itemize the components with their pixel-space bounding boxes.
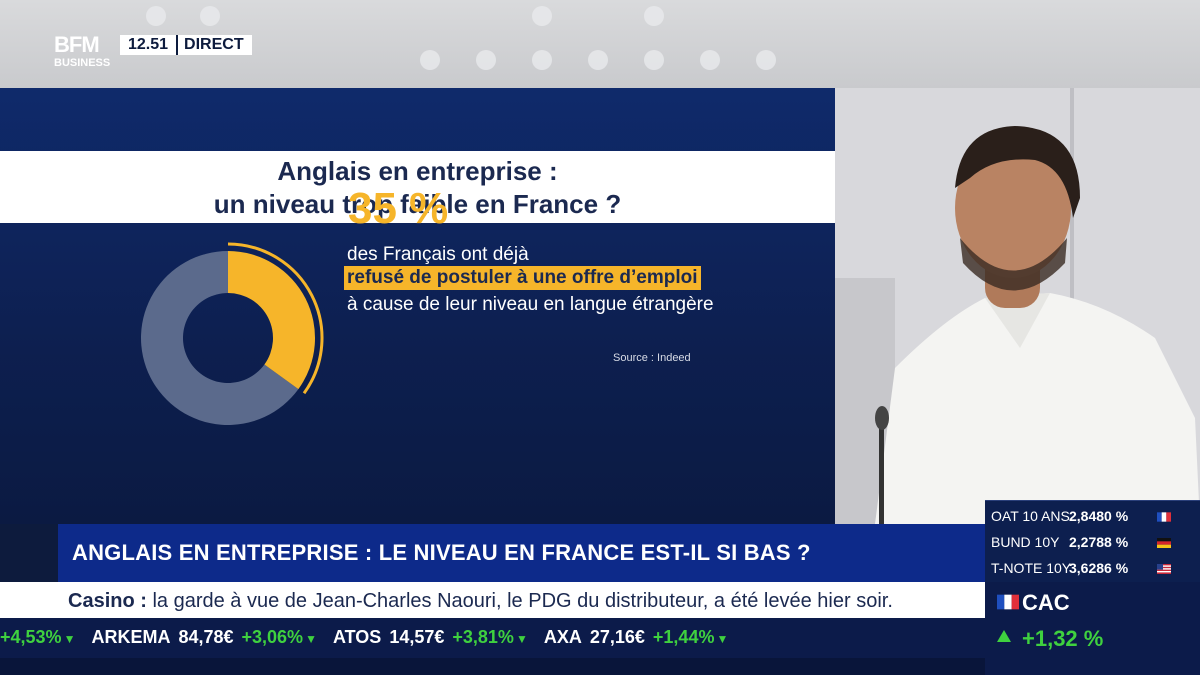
ticker-bottom-band [0,658,1200,675]
studio-light [588,50,608,70]
title-line-1: Anglais en entreprise : [277,156,558,186]
germany-flag-icon [1157,538,1171,548]
stat-text-highlight: refusé de postuler à une offre d’emploi [344,266,701,290]
arrow-up-icon: ▼ [305,632,317,646]
index-name: CAC [1022,590,1070,615]
guest-illustration [835,88,1200,524]
stock-ticker-item: +4,53% ▼ [0,627,76,647]
live-badge: DIRECT [176,35,252,55]
market-value: 2,8480 % [1069,508,1129,524]
bond-yields-panel: OAT 10 ANS 2,8480 % BUND 10Y 2,2788 % T-… [985,500,1200,582]
market-name: T-NOTE 10Y [991,560,1072,576]
stock-ticker-item: 84,78€ [178,627,234,647]
studio-light [756,50,776,70]
title-line-2: un niveau trop faible en France ? [213,189,622,219]
index-change: +1,32 % [1022,626,1104,651]
market-name: OAT 10 ANS [991,508,1070,524]
news-ticker-topic: Casino : [68,590,147,612]
donut-highlight-outline [227,242,324,395]
infographic-panel: Anglais en entreprise : un niveau trop f… [0,88,835,524]
arrow-up-icon [997,630,1011,642]
logo-subtext: BUSINESS [54,57,111,69]
france-flag-icon [1157,512,1171,522]
headline-bar [58,524,985,582]
studio-light [700,50,720,70]
stock-ticker: +4,53% ▼ ARKEMA 84,78€ +3,06% ▼ ATOS 14,57€ +3,8… [0,618,985,658]
market-row: OAT 10 ANS 2,8480 % [985,503,1200,529]
headline-text: ANGLAIS EN ENTREPRISE : LE NIVEAU EN FRA… [72,540,811,565]
news-ticker [0,582,985,618]
news-ticker-text: Casino : la garde à vue de Jean-Charles … [68,590,893,613]
stock-ticker-item: +1,44% ▼ [652,627,729,647]
clock-time: 12.51 [120,35,177,55]
arrow-up-icon: ▼ [63,632,76,646]
stock-ticker-item: ARKEMA [91,627,171,647]
stock-ticker-items: +4,53% ▼ ARKEMA 84,78€ +3,06% ▼ ATOS 14,57€ +3,8… [0,627,744,648]
source-note: Source : Indeed [613,352,691,364]
market-row: BUND 10Y 2,2788 % [985,529,1200,555]
arrow-up-icon: ▼ [515,632,528,646]
donut-highlight-segment [228,251,315,390]
stat-text-line-1: des Français ont déjà [347,244,529,265]
clock-bar: 12.51 DIRECT [120,35,252,55]
stock-ticker-item: +3,06% ▼ [241,627,317,647]
france-flag-icon [997,594,1019,610]
market-value: 2,2788 % [1069,534,1129,550]
usa-flag-icon [1157,564,1171,574]
stock-ticker-item: 14,57€ [389,627,445,647]
stock-ticker-item: AXA [543,627,582,647]
logo-text: BFM [54,32,100,57]
stock-ticker-item: ATOS [332,627,382,647]
market-name: BUND 10Y [991,534,1060,550]
stat-text-line-3: à cause de leur niveau en langue étrangè… [347,294,714,315]
studio-light [420,50,440,70]
studio-light [476,50,496,70]
donut-chart [141,242,324,425]
studio-light [644,50,664,70]
studio-light [532,6,552,26]
studio-light [532,50,552,70]
infographic-title: Anglais en entreprise : un niveau trop f… [0,151,835,223]
stock-ticker-item: 27,16€ [589,627,645,647]
market-value: 3,6286 % [1069,560,1129,576]
guest-video [835,88,1200,524]
percent-figure: 35 % [348,184,449,233]
channel-logo: BFM BUSINESS [54,34,118,76]
market-row: T-NOTE 10Y 3,6286 % [985,555,1200,581]
arrow-up-icon: ▼ [716,632,729,646]
studio-light [146,6,166,26]
index-panel [985,582,1200,675]
donut-remainder-segment [141,251,299,425]
stock-ticker-item: +3,81% ▼ [452,627,528,647]
news-ticker-body: la garde à vue de Jean-Charles Naouri, l… [152,590,893,612]
studio-light [644,6,664,26]
studio-light [200,6,220,26]
